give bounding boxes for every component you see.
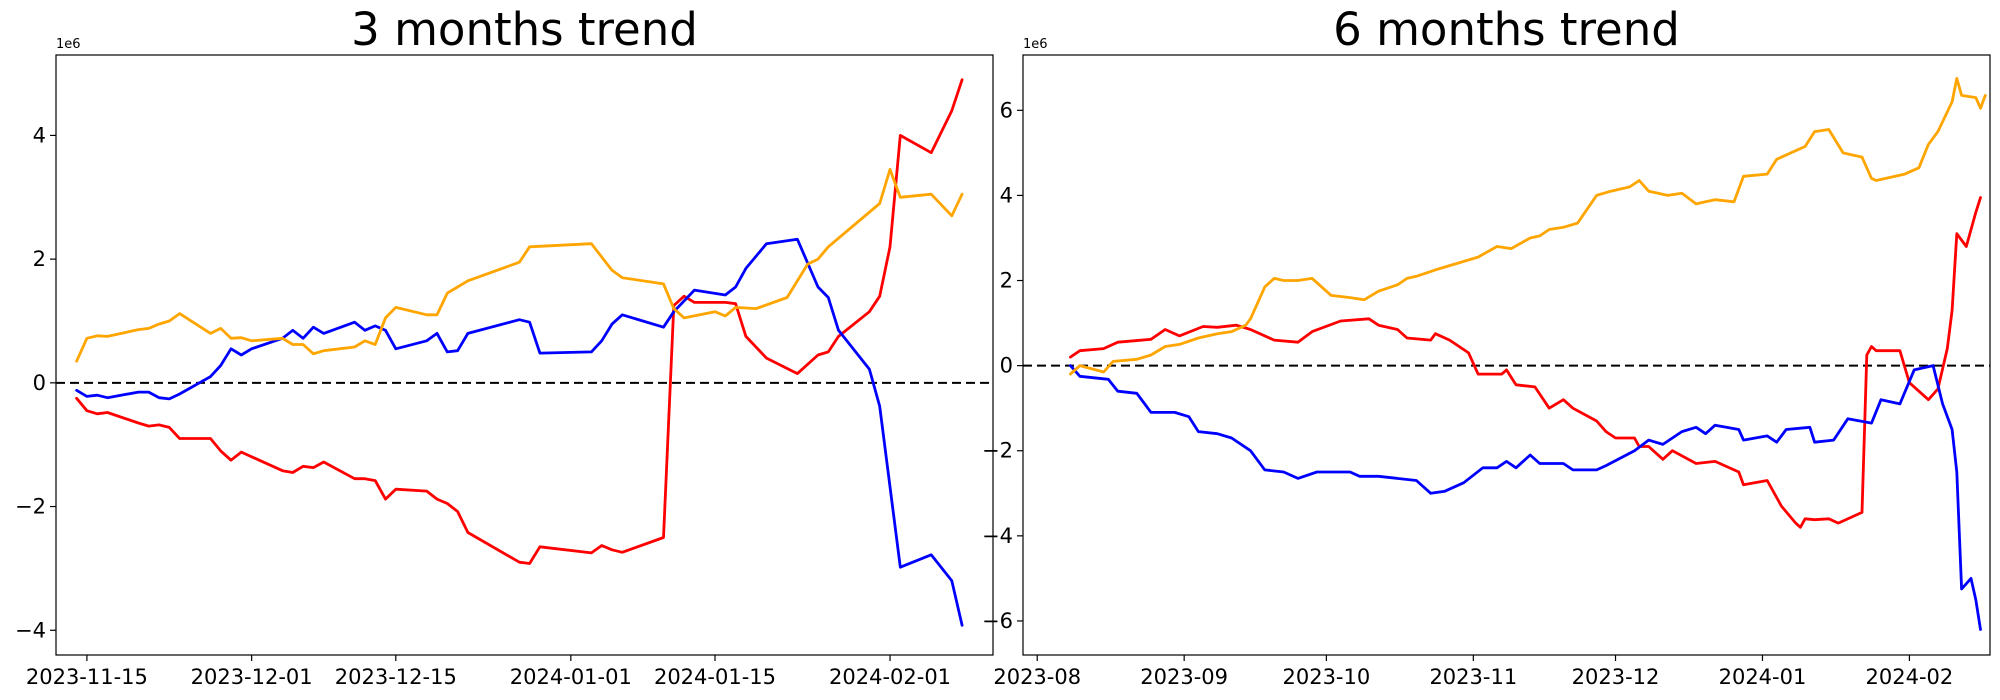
- x-tick-label: 2023-12-01: [191, 665, 313, 689]
- y-tick-label: −4: [15, 618, 46, 642]
- x-tick-label: 2024-02-01: [829, 665, 951, 689]
- x-tick-label: 2024-01: [1719, 665, 1807, 689]
- series-line-1: [1069, 364, 1982, 631]
- series-line-2: [75, 168, 964, 363]
- y-tick-label: 2: [1000, 269, 1013, 293]
- series-line-2: [1069, 77, 1987, 376]
- x-tick-label: 2023-08: [993, 665, 1081, 689]
- x-tick-label: 2023-10: [1282, 665, 1370, 689]
- y-tick-label: 2: [33, 247, 46, 271]
- chart-title: 3 months trend: [351, 3, 698, 56]
- series-line-1: [75, 237, 964, 627]
- x-tick-label: 2024-01-15: [654, 665, 776, 689]
- y-tick-label: 4: [1000, 183, 1013, 207]
- y-tick-label: 0: [1000, 354, 1013, 378]
- x-tick-label: 2023-12-15: [335, 665, 457, 689]
- x-tick-label: 2024-01-01: [510, 665, 632, 689]
- y-tick-label: −2: [15, 495, 46, 519]
- plot-frame: [55, 54, 994, 656]
- plot-frame: [1022, 54, 1991, 656]
- axis-offset-label: 1e6: [56, 37, 81, 52]
- x-tick-label: 2023-09: [1140, 665, 1228, 689]
- y-tick-label: −6: [982, 609, 1013, 633]
- series-line-0: [1069, 196, 1982, 529]
- y-tick-label: −2: [982, 439, 1013, 463]
- chart-title: 6 months trend: [1333, 3, 1680, 56]
- x-tick-label: 2023-11: [1429, 665, 1517, 689]
- y-tick-label: 0: [33, 371, 46, 395]
- x-tick-label: 2024-02: [1866, 665, 1954, 689]
- y-tick-label: 6: [1000, 98, 1013, 122]
- y-tick-label: −4: [982, 524, 1013, 548]
- series-line-0: [75, 78, 964, 565]
- axis-offset-label: 1e6: [1023, 37, 1048, 52]
- x-tick-label: 2023-12: [1572, 665, 1660, 689]
- y-tick-label: 4: [33, 123, 46, 147]
- x-tick-label: 2023-11-15: [26, 665, 148, 689]
